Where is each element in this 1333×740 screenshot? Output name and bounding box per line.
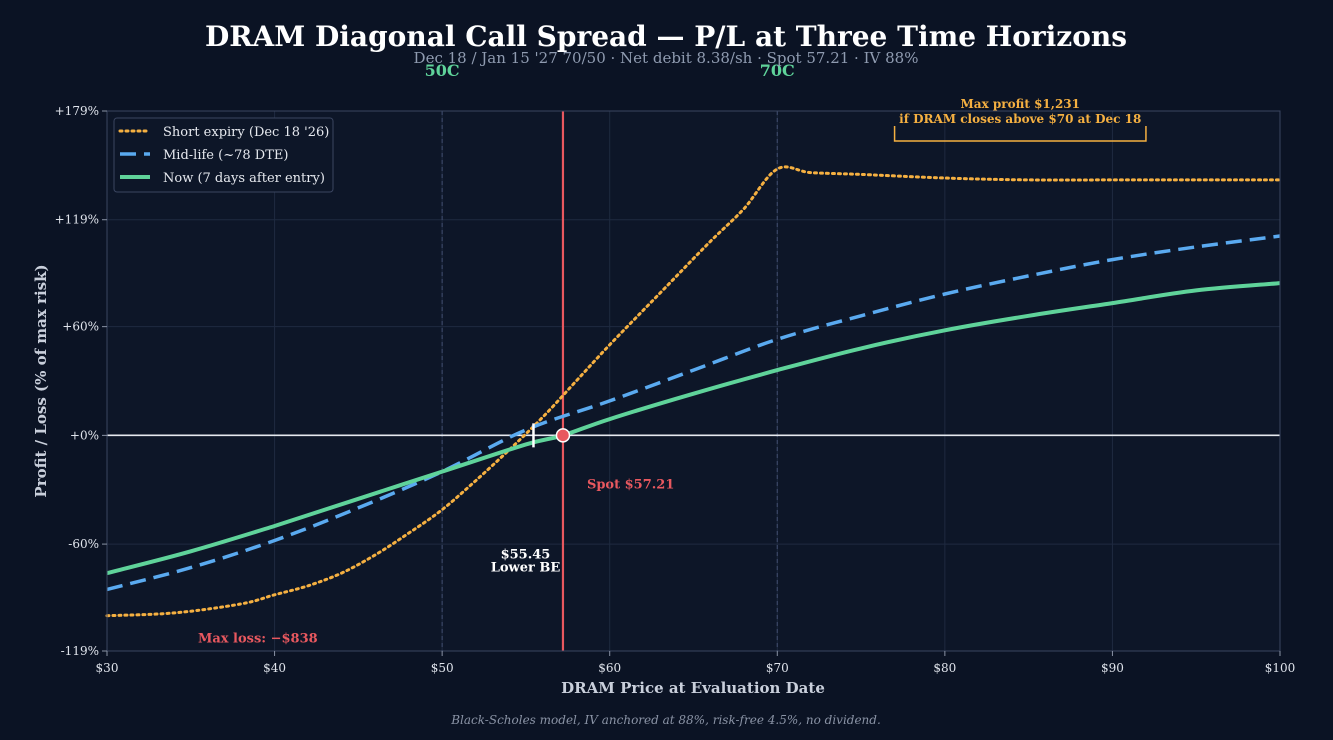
series-line [105, 165, 1282, 618]
footnote: Black-Scholes model, IV anchored at 88%,… [450, 713, 881, 727]
y-tick-label: +60% [62, 320, 99, 334]
x-tick-label: $40 [263, 661, 286, 675]
markers-group [532, 423, 571, 448]
axes-group: $30 $40 $50 $60 $70 $80 $90 $100 -119% -60% +0% +60… [55, 104, 1296, 675]
spot-marker [555, 428, 571, 443]
max-profit-label: Max profit $1,231 [961, 97, 1080, 111]
x-tick-label: $100 [1265, 661, 1296, 675]
x-tick-label: $90 [1101, 661, 1124, 675]
y-tick-label: +0% [70, 428, 99, 442]
reference-lines: 50C 70C [107, 61, 1280, 651]
max-loss-label: Max loss: −$838 [198, 631, 318, 646]
strike-label: 70C [760, 61, 795, 80]
breakeven-price-label: $55.45 [501, 547, 551, 562]
x-tick-label: $70 [766, 661, 789, 675]
x-axis-label: DRAM Price at Evaluation Date [561, 679, 825, 697]
x-tick-label: $80 [933, 661, 956, 675]
max-profit-bracket [893, 126, 1147, 142]
strike-label: 50C [425, 61, 460, 80]
legend-entry: Mid-life (~78 DTE) [163, 148, 288, 163]
x-tick-label: $30 [96, 661, 119, 675]
y-axis-label: Profit / Loss (% of max risk) [32, 264, 50, 497]
chart-title: DRAM Diagonal Call Spread — P/L at Three… [205, 20, 1127, 53]
plot-background [107, 111, 1280, 651]
legend-box [113, 117, 334, 193]
y-tick-label: -60% [68, 537, 99, 551]
legend-entry: Now (7 days after entry) [163, 171, 325, 186]
breakeven-text-label: Lower BE [491, 560, 561, 575]
y-tick-label: -119% [61, 644, 99, 658]
x-tick-label: $60 [598, 661, 621, 675]
y-tick-label: +119% [55, 213, 99, 227]
legend-entry: Short expiry (Dec 18 '26) [163, 125, 329, 140]
series-line [106, 234, 1281, 592]
plot-frame [106, 110, 1281, 652]
chart-subtitle: Dec 18 / Jan 15 '27 70/50 · Net debit 8.… [414, 49, 919, 67]
max-profit-condition: if DRAM closes above $70 at Dec 18 [899, 112, 1141, 126]
y-tick-label: +179% [55, 104, 99, 118]
series-group [105, 165, 1282, 618]
legend: Short expiry (Dec 18 '26) Mid-life (~78 D… [113, 117, 334, 193]
series-line [106, 281, 1281, 576]
x-tick-label: $50 [431, 661, 454, 675]
spot-label: Spot $57.21 [587, 477, 674, 492]
